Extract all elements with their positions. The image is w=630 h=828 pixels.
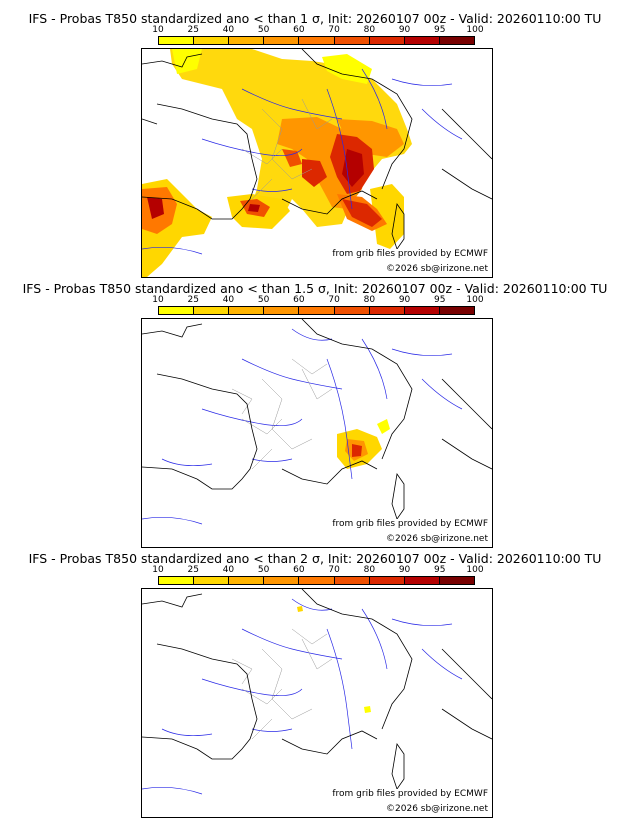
credit-source: from grib files provided by ECMWF bbox=[332, 519, 488, 529]
rivers bbox=[142, 598, 463, 795]
map-area: from grib files provided by ECMWF ©2026 … bbox=[141, 48, 493, 278]
admin-borders bbox=[231, 628, 333, 740]
colorbar-tick-label: 50 bbox=[257, 295, 270, 305]
colorbar-segment bbox=[159, 577, 195, 584]
credit-source: from grib files provided by ECMWF bbox=[332, 249, 488, 259]
credit-source: from grib files provided by ECMWF bbox=[332, 789, 488, 799]
map-svg bbox=[142, 49, 492, 277]
probability-field bbox=[142, 49, 412, 277]
coastline bbox=[142, 589, 492, 790]
colorbar-tick-label: 10 bbox=[152, 295, 164, 305]
colorbar-segment bbox=[264, 577, 300, 584]
colorbar-tick-label: 90 bbox=[398, 565, 411, 575]
colorbar-labels: 10 25 40 50 60 70 80 90 95 100 bbox=[141, 565, 491, 575]
colorbar-segment bbox=[194, 577, 230, 584]
panel-title: IFS - Probas T850 standardized ano < tha… bbox=[22, 281, 608, 296]
colorbar-segment bbox=[404, 307, 440, 314]
colorbar-tick-label: 80 bbox=[363, 295, 376, 305]
colorbar-tick-label: 25 bbox=[187, 295, 199, 305]
colorbar-tick-label: 10 bbox=[152, 25, 164, 35]
colorbar-tick-label: 60 bbox=[293, 25, 305, 35]
colorbar-segment bbox=[194, 37, 230, 44]
colorbar bbox=[158, 36, 475, 45]
colorbar-segment bbox=[229, 307, 265, 314]
map-area: from grib files provided by ECMWF ©2026 … bbox=[141, 318, 493, 548]
colorbar-tick-label: 40 bbox=[222, 25, 235, 35]
colorbar-tick-label: 90 bbox=[398, 25, 411, 35]
coastline bbox=[142, 319, 492, 520]
colorbar-tick-label: 100 bbox=[466, 295, 484, 305]
colorbar-segment bbox=[299, 37, 335, 44]
map-area: from grib files provided by ECMWF ©2026 … bbox=[141, 588, 493, 818]
map-svg bbox=[142, 589, 492, 795]
admin-borders bbox=[241, 98, 333, 200]
map-panel-3: IFS - Probas T850 standardized ano < tha… bbox=[0, 540, 630, 818]
rivers bbox=[142, 68, 463, 255]
colorbar-tick-label: 50 bbox=[257, 25, 270, 35]
colorbar-tick-label: 25 bbox=[187, 565, 199, 575]
credit-copyright: ©2026 sb@irizone.net bbox=[386, 804, 488, 814]
colorbar bbox=[158, 576, 475, 585]
colorbar-tick-label: 90 bbox=[398, 295, 411, 305]
colorbar-segment bbox=[194, 307, 230, 314]
map-svg bbox=[142, 319, 492, 525]
colorbar-segment bbox=[439, 37, 474, 44]
colorbar-tick-label: 100 bbox=[466, 25, 484, 35]
colorbar-tick-label: 60 bbox=[293, 295, 305, 305]
colorbar-segment bbox=[404, 37, 440, 44]
colorbar-segment bbox=[334, 577, 370, 584]
panel-title: IFS - Probas T850 standardized ano < tha… bbox=[28, 551, 602, 566]
colorbar-segment bbox=[264, 37, 300, 44]
colorbar-tick-label: 95 bbox=[434, 295, 446, 305]
map-panel-2: IFS - Probas T850 standardized ano < tha… bbox=[0, 270, 630, 548]
colorbar-segment bbox=[159, 37, 195, 44]
colorbar-tick-label: 80 bbox=[363, 565, 376, 575]
colorbar-segment bbox=[229, 577, 265, 584]
colorbar-segment bbox=[334, 37, 370, 44]
colorbar-tick-label: 60 bbox=[293, 565, 305, 575]
colorbar-segment bbox=[299, 307, 335, 314]
colorbar-segment bbox=[369, 577, 405, 584]
colorbar-tick-label: 10 bbox=[152, 565, 164, 575]
rivers bbox=[142, 328, 463, 525]
colorbar-segment bbox=[439, 307, 474, 314]
colorbar-labels: 10 25 40 50 60 70 80 90 95 100 bbox=[141, 25, 491, 35]
colorbar-tick-label: 25 bbox=[187, 25, 199, 35]
colorbar-tick-label: 40 bbox=[222, 295, 235, 305]
colorbar-tick-label: 100 bbox=[466, 565, 484, 575]
colorbar-tick-label: 95 bbox=[434, 25, 446, 35]
colorbar-segment bbox=[334, 307, 370, 314]
panel-title: IFS - Probas T850 standardized ano < tha… bbox=[28, 11, 602, 26]
colorbar-segment bbox=[369, 307, 405, 314]
colorbar-segment bbox=[299, 577, 335, 584]
credit-copyright: ©2026 sb@irizone.net bbox=[386, 264, 488, 274]
admin-borders bbox=[231, 358, 333, 470]
credit-copyright: ©2026 sb@irizone.net bbox=[386, 534, 488, 544]
colorbar-segment bbox=[159, 307, 195, 314]
colorbar-tick-label: 70 bbox=[328, 295, 340, 305]
map-panel-1: IFS - Probas T850 standardized ano < tha… bbox=[0, 0, 630, 278]
colorbar-tick-label: 80 bbox=[363, 25, 376, 35]
colorbar-segment bbox=[369, 37, 405, 44]
colorbar-tick-label: 40 bbox=[222, 565, 235, 575]
probability-field bbox=[297, 606, 371, 713]
colorbar bbox=[158, 306, 475, 315]
colorbar-segment bbox=[439, 577, 474, 584]
colorbar-tick-label: 95 bbox=[434, 565, 446, 575]
colorbar-segment bbox=[404, 577, 440, 584]
colorbar-segment bbox=[264, 307, 300, 314]
coastline bbox=[142, 49, 492, 250]
colorbar-segment bbox=[229, 37, 265, 44]
probability-field bbox=[337, 419, 390, 469]
colorbar-tick-label: 50 bbox=[257, 565, 270, 575]
colorbar-tick-label: 70 bbox=[328, 565, 340, 575]
colorbar-labels: 10 25 40 50 60 70 80 90 95 100 bbox=[141, 295, 491, 305]
colorbar-tick-label: 70 bbox=[328, 25, 340, 35]
